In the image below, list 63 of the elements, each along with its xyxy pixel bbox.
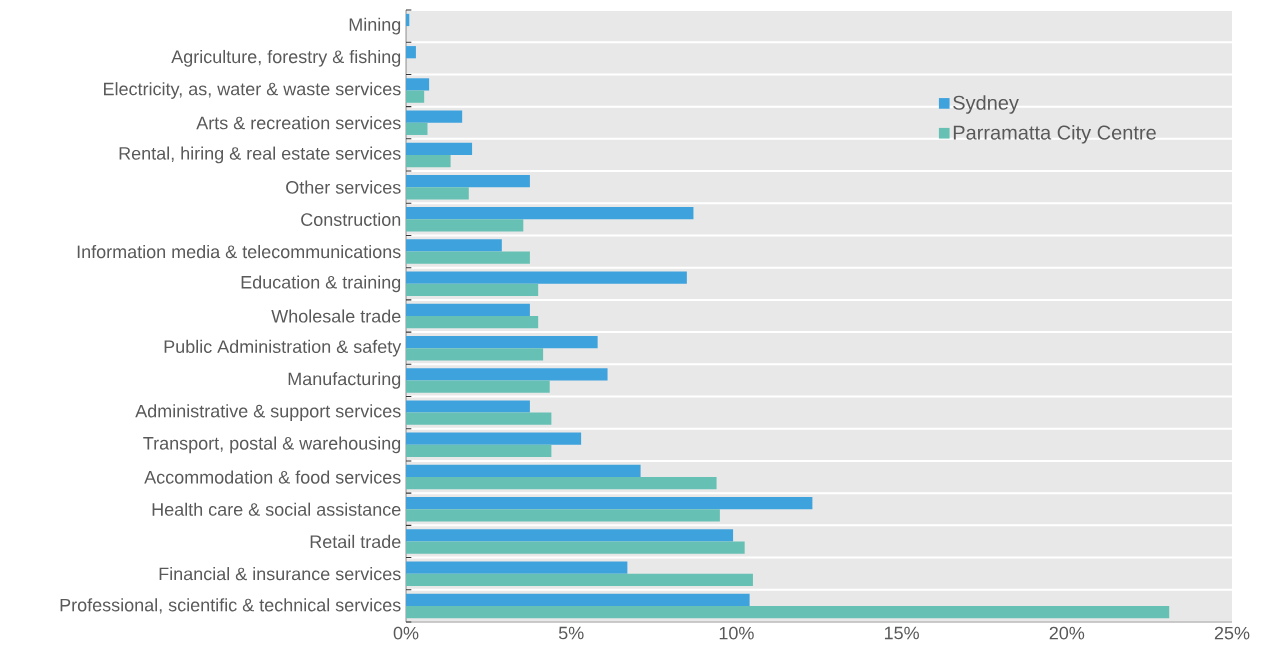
bar — [406, 477, 717, 490]
y-tick-label: Professional, scientific & technical services — [60, 598, 401, 614]
y-tick-label: Electricity, as, water & waste services — [104, 82, 401, 99]
bar — [406, 348, 544, 361]
y-tick-label: Rental, hiring & real estate services — [119, 146, 401, 164]
y-tick-label: Public Administration & safety — [164, 339, 402, 357]
bar — [406, 78, 430, 91]
y-tick-label: Mining — [349, 17, 401, 35]
bar — [406, 283, 539, 297]
bar — [406, 605, 1170, 619]
bar — [406, 335, 598, 349]
bar — [406, 464, 641, 478]
x-tick-label: 15% — [884, 626, 919, 640]
bar — [406, 142, 473, 155]
bar — [406, 380, 550, 393]
legend-label: Sydney — [953, 95, 1019, 114]
y-tick-label: Information media & telecommunications — [77, 244, 401, 259]
bar — [406, 412, 552, 425]
bar — [406, 529, 734, 542]
bar — [406, 509, 720, 522]
y-tick-label: Construction — [301, 212, 401, 226]
y-tick-label: Other services — [286, 180, 401, 194]
bar — [406, 432, 582, 445]
x-tick-label: 20% — [1049, 626, 1085, 640]
x-tick-label: 10% — [719, 626, 754, 640]
bar — [406, 561, 628, 574]
bar — [406, 219, 524, 232]
bar — [406, 110, 463, 123]
bar — [406, 239, 502, 252]
y-tick-label: Retail trade — [310, 534, 401, 549]
bar — [406, 541, 745, 554]
y-tick-label: Education & training — [241, 275, 401, 293]
y-tick-label: Manufacturing — [288, 372, 401, 389]
y-tick-label: Administrative & support services — [135, 404, 401, 422]
y-tick-label: Accommodation & food services — [144, 470, 401, 484]
y-tick-label: Agriculture, forestry & fishing — [171, 49, 401, 67]
bar — [406, 251, 530, 264]
bar — [406, 573, 753, 586]
bar — [406, 303, 530, 316]
bar — [406, 154, 451, 168]
bar — [406, 497, 813, 510]
x-tick-label: 25% — [1214, 626, 1250, 640]
bar — [406, 187, 469, 200]
legend-label: Parramatta City Centre — [953, 124, 1156, 144]
bar — [406, 207, 694, 220]
x-tick-label: 0% — [393, 626, 419, 640]
bar — [406, 400, 530, 413]
bar — [406, 444, 552, 458]
y-tick-label: Health care & social assistance — [152, 502, 401, 516]
bar — [406, 46, 416, 59]
bar — [406, 593, 750, 606]
y-tick-label: Arts & recreation services — [196, 116, 401, 130]
bar — [406, 174, 530, 188]
bar — [406, 368, 608, 381]
y-tick-label: Wholesale trade — [271, 309, 401, 323]
bar — [406, 122, 428, 135]
bar — [406, 90, 425, 103]
bar — [406, 315, 539, 329]
bar — [406, 13, 410, 27]
x-tick-label: 5% — [558, 626, 584, 640]
y-tick-label: Transport, postal & warehousing — [143, 436, 401, 454]
y-tick-label: Financial & insurance services — [159, 567, 401, 581]
bar — [406, 271, 687, 284]
